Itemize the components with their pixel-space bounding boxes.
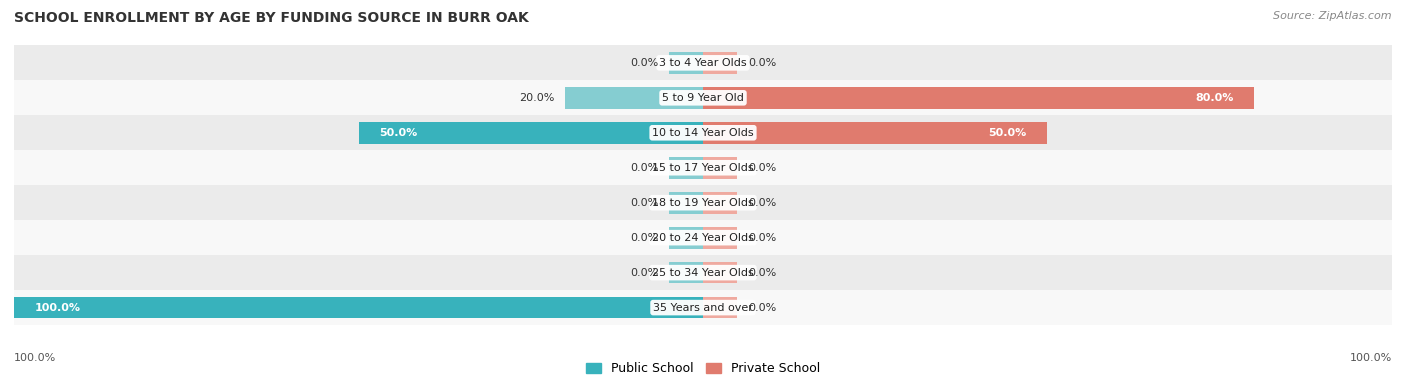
- Bar: [703, 157, 738, 178]
- Bar: [703, 192, 738, 214]
- Bar: [14, 290, 1392, 325]
- Text: Source: ZipAtlas.com: Source: ZipAtlas.com: [1274, 11, 1392, 21]
- Text: 0.0%: 0.0%: [630, 233, 658, 243]
- Text: 0.0%: 0.0%: [630, 58, 658, 68]
- Text: 5 to 9 Year Old: 5 to 9 Year Old: [662, 93, 744, 103]
- Text: 0.0%: 0.0%: [748, 268, 776, 277]
- Bar: [703, 227, 738, 248]
- Text: 20 to 24 Year Olds: 20 to 24 Year Olds: [652, 233, 754, 243]
- Text: 15 to 17 Year Olds: 15 to 17 Year Olds: [652, 163, 754, 173]
- Bar: [669, 262, 703, 284]
- Text: 0.0%: 0.0%: [748, 303, 776, 313]
- Text: 0.0%: 0.0%: [630, 268, 658, 277]
- Bar: [14, 220, 1392, 255]
- Text: 80.0%: 80.0%: [1195, 93, 1233, 103]
- Bar: [14, 150, 1392, 185]
- Text: 100.0%: 100.0%: [35, 303, 80, 313]
- Text: SCHOOL ENROLLMENT BY AGE BY FUNDING SOURCE IN BURR OAK: SCHOOL ENROLLMENT BY AGE BY FUNDING SOUR…: [14, 11, 529, 25]
- Text: 3 to 4 Year Olds: 3 to 4 Year Olds: [659, 58, 747, 68]
- Bar: [669, 192, 703, 214]
- Text: 0.0%: 0.0%: [748, 198, 776, 208]
- Bar: [14, 45, 1392, 81]
- Bar: [14, 297, 703, 318]
- Bar: [14, 255, 1392, 290]
- Text: 0.0%: 0.0%: [630, 198, 658, 208]
- Bar: [14, 81, 1392, 115]
- Text: 0.0%: 0.0%: [630, 163, 658, 173]
- Bar: [14, 185, 1392, 220]
- Text: 0.0%: 0.0%: [748, 233, 776, 243]
- Bar: [703, 87, 1254, 108]
- Bar: [703, 122, 1047, 144]
- Bar: [14, 115, 1392, 150]
- Bar: [669, 227, 703, 248]
- Text: 50.0%: 50.0%: [988, 128, 1026, 138]
- Bar: [565, 87, 703, 108]
- Text: 20.0%: 20.0%: [519, 93, 555, 103]
- Bar: [703, 52, 738, 74]
- Text: 0.0%: 0.0%: [748, 58, 776, 68]
- Text: 18 to 19 Year Olds: 18 to 19 Year Olds: [652, 198, 754, 208]
- Legend: Public School, Private School: Public School, Private School: [581, 357, 825, 378]
- Bar: [669, 52, 703, 74]
- Text: 50.0%: 50.0%: [380, 128, 418, 138]
- Bar: [703, 262, 738, 284]
- Text: 100.0%: 100.0%: [14, 353, 56, 363]
- Text: 25 to 34 Year Olds: 25 to 34 Year Olds: [652, 268, 754, 277]
- Text: 100.0%: 100.0%: [1350, 353, 1392, 363]
- Text: 10 to 14 Year Olds: 10 to 14 Year Olds: [652, 128, 754, 138]
- Bar: [669, 157, 703, 178]
- Bar: [359, 122, 703, 144]
- Text: 35 Years and over: 35 Years and over: [652, 303, 754, 313]
- Text: 0.0%: 0.0%: [748, 163, 776, 173]
- Bar: [703, 297, 738, 318]
